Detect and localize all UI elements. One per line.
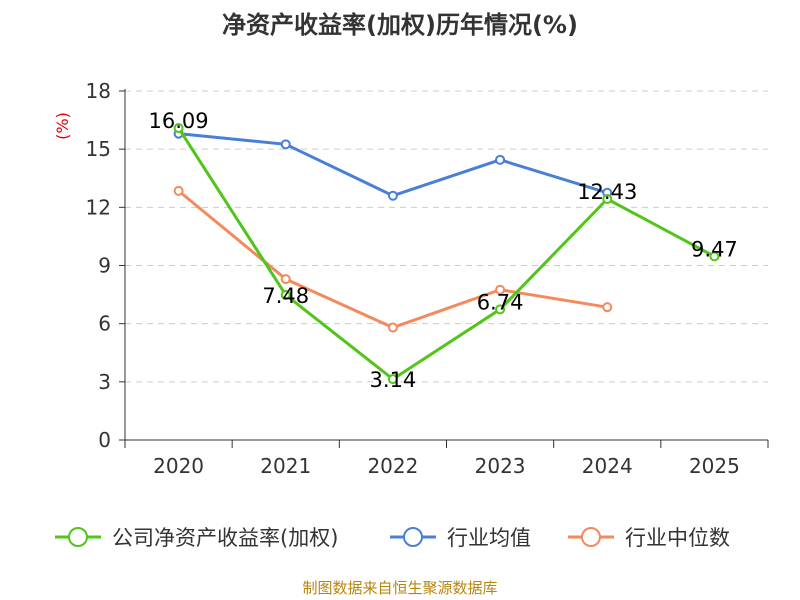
series-line-0 xyxy=(177,127,716,381)
y-tick-label: 6 xyxy=(98,312,111,336)
data-point xyxy=(495,304,506,315)
data-label: 6.74 xyxy=(477,290,524,314)
data-label: 9.47 xyxy=(691,237,738,261)
legend-swatch-marker xyxy=(68,527,88,547)
data-label: 16.09 xyxy=(149,109,209,133)
data-label: 3.14 xyxy=(370,368,417,392)
x-tick-label: 2024 xyxy=(582,454,633,478)
y-tick-label: 9 xyxy=(98,254,111,278)
axes: 0 3 6 9 12 15 18 2020 2021 2022 2023 2024 2025 xyxy=(86,79,769,478)
y-tick-label: 12 xyxy=(86,195,111,219)
data-point xyxy=(280,139,291,150)
legend-label: 行业均值 xyxy=(447,526,531,550)
data-point xyxy=(280,274,291,285)
data-point xyxy=(387,190,398,201)
y-tick-label: 0 xyxy=(98,428,111,452)
x-tick-label: 2022 xyxy=(367,454,418,478)
data-point xyxy=(280,289,291,300)
data-label: 12.43 xyxy=(577,180,637,204)
gridlines xyxy=(125,90,768,383)
y-tick-label: 15 xyxy=(86,137,111,161)
legend-label: 行业中位数 xyxy=(625,526,730,550)
data-point xyxy=(387,322,398,333)
x-tick-label: 2023 xyxy=(475,454,526,478)
legend-label: 公司净资产收益率(加权) xyxy=(112,526,338,550)
legend-swatch-marker xyxy=(403,527,423,547)
legend-swatch-marker xyxy=(581,527,601,547)
data-point xyxy=(709,251,720,262)
data-point xyxy=(602,302,613,313)
y-axis-unit-label: (%) xyxy=(53,112,72,140)
y-tick-label: 18 xyxy=(86,79,111,103)
data-point xyxy=(495,284,506,295)
x-tick-label: 2020 xyxy=(153,454,204,478)
y-tick-label: 3 xyxy=(98,370,111,394)
data-point xyxy=(387,374,398,385)
data-point xyxy=(495,154,506,165)
data-point xyxy=(173,185,184,196)
legend: 公司净资产收益率(加权) 行业均值 行业中位数 xyxy=(55,526,730,550)
data-point xyxy=(602,193,613,204)
x-tick-label: 2025 xyxy=(689,454,740,478)
data-label: 7.48 xyxy=(262,284,309,308)
chart-title: 净资产收益率(加权)历年情况(%) xyxy=(222,11,578,39)
data-labels: 16.09 7.48 3.14 6.74 12.43 9.47 xyxy=(149,109,738,392)
x-tick-label: 2021 xyxy=(260,454,311,478)
series-line-1 xyxy=(178,132,608,198)
series-line-2 xyxy=(177,189,608,330)
series-layer xyxy=(173,123,720,385)
source-note: 制图数据来自恒生聚源数据库 xyxy=(302,579,497,597)
data-point xyxy=(173,123,184,134)
